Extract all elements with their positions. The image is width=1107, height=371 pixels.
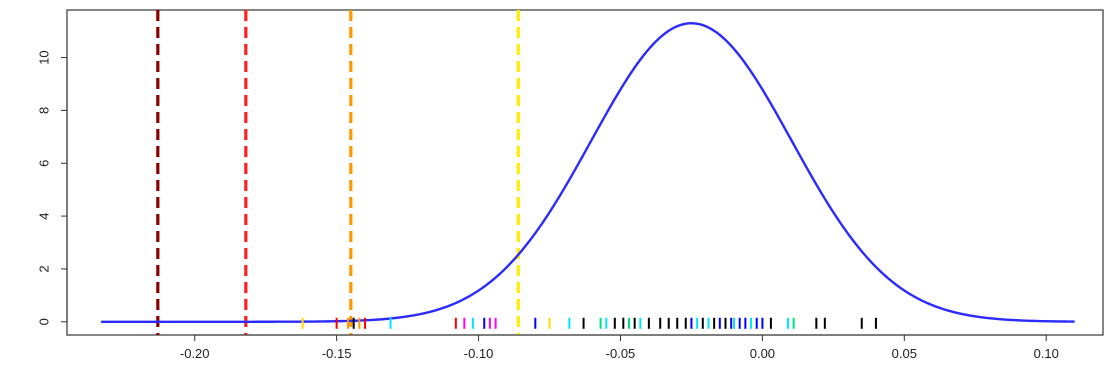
rug-layer [301,317,877,329]
x-tick-label: 0.10 [1034,346,1059,361]
x-tick-label: -0.20 [180,346,210,361]
x-tick-label: -0.10 [464,346,494,361]
y-tick-label: 10 [36,50,51,64]
x-tick-label: 0.05 [892,346,917,361]
density-curve [101,22,1075,323]
y-tick-label: 4 [36,212,51,219]
x-tick-label: 0.00 [750,346,775,361]
x-tick-label: -0.05 [606,346,636,361]
y-tick-label: 8 [36,107,51,114]
y-axis: 0 2 4 6 8 10 [36,50,68,325]
y-tick-label: 2 [36,265,51,272]
x-tick-label: -0.15 [322,346,352,361]
y-tick-label: 6 [36,160,51,167]
y-tick-label: 0 [36,318,51,325]
threshold-lines [156,10,520,335]
density-curve-layer [101,22,1075,323]
plot-frame [66,9,1104,336]
x-axis: -0.20 -0.15 -0.10 -0.05 0.00 0.05 0.10 [180,334,1059,361]
